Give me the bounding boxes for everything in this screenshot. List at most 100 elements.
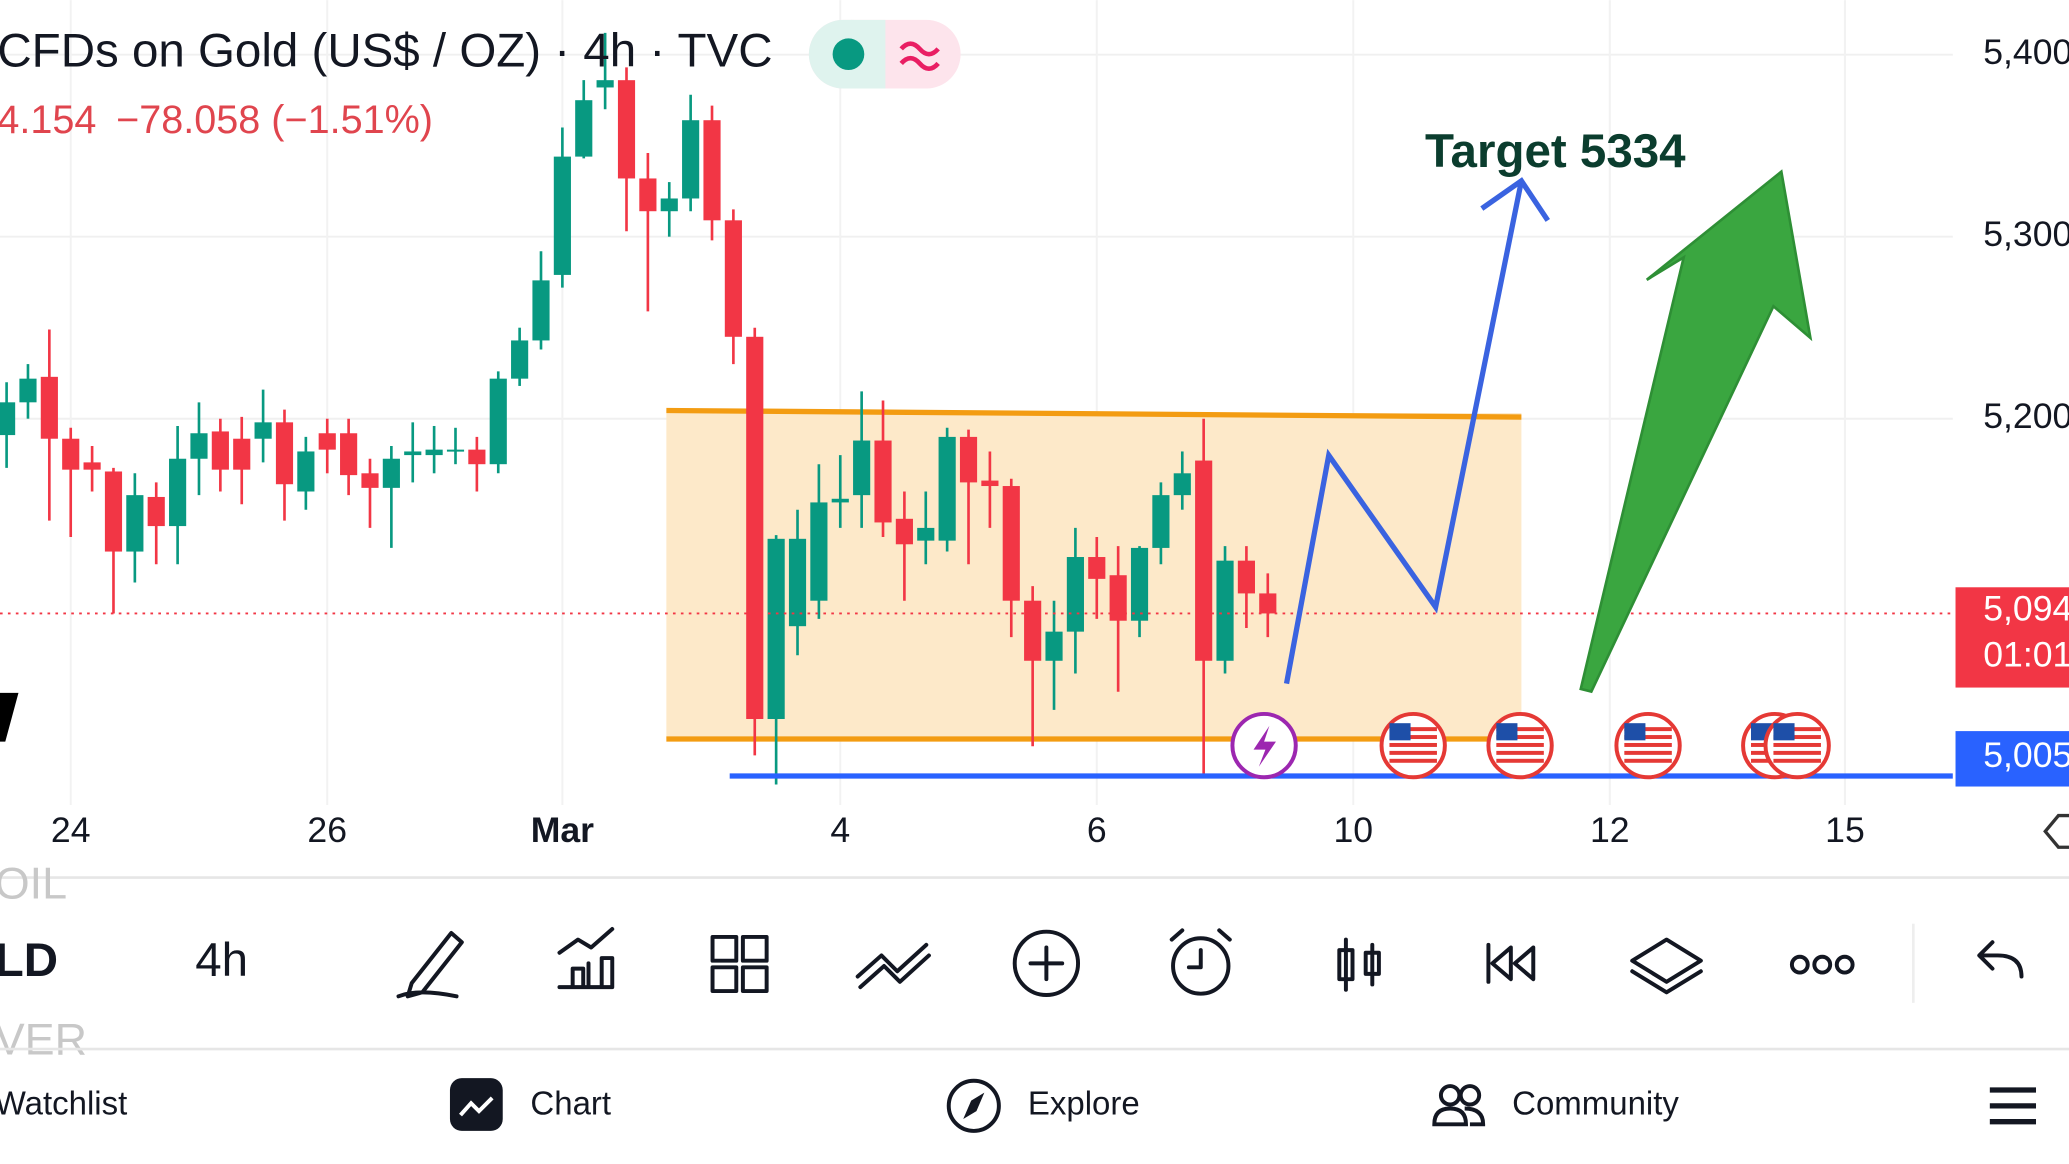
compare-icon[interactable] (855, 942, 931, 990)
candle-body (917, 527, 935, 541)
layout-icon[interactable] (710, 934, 769, 994)
event-flag[interactable] (1763, 711, 1831, 780)
community-icon[interactable] (1432, 1084, 1486, 1127)
menu-icon[interactable] (1989, 1087, 2037, 1125)
candle-body (318, 433, 336, 450)
flag-stripe (1496, 727, 1544, 732)
candle-body (446, 449, 465, 452)
flag-stripe (1496, 735, 1544, 740)
y-tick-label: 5,400 (1983, 32, 2069, 72)
wave-icon (899, 41, 940, 71)
chart-tab-glyph (459, 1096, 494, 1117)
projection-path (1283, 180, 1524, 685)
support-label: 5,005 (1983, 735, 2069, 775)
symbol-next[interactable]: VER (0, 1013, 87, 1064)
draw-icon[interactable] (396, 931, 464, 999)
candle-body (340, 433, 358, 476)
flag-stripe (1624, 727, 1672, 732)
event-flag[interactable] (1379, 711, 1447, 780)
interval[interactable]: 4h (195, 934, 248, 987)
flag-stripe (1389, 735, 1437, 740)
price-label: 5,094 (1983, 588, 2069, 628)
x-tick-label: 15 (1825, 810, 1865, 850)
more-dot[interactable] (1834, 954, 1855, 975)
replay-icon[interactable] (1486, 942, 1536, 984)
market-dot (832, 38, 865, 71)
more-dot[interactable] (1789, 954, 1810, 975)
candle-body (1088, 557, 1106, 579)
candle-body (895, 518, 913, 545)
candle-body (1152, 495, 1170, 548)
candle-body (746, 336, 764, 720)
nav-tab[interactable]: Explore (1028, 1085, 1140, 1122)
x-tick-label: 6 (1087, 810, 1107, 850)
candle-body (190, 433, 208, 459)
candle-body (126, 495, 144, 552)
chart-tab-icon[interactable] (449, 1078, 503, 1131)
x-tick-label: 26 (307, 810, 347, 850)
candle-body (938, 436, 956, 541)
candle-body (874, 440, 892, 523)
range-top (666, 407, 1522, 420)
candle-body (532, 280, 550, 341)
candle-body (275, 422, 294, 485)
candle-body (1066, 557, 1084, 632)
flag-stripe (1496, 758, 1544, 763)
flag-stripe (1496, 750, 1544, 755)
x-tick-label: 24 (51, 810, 91, 850)
event-icons (1230, 711, 1831, 780)
candle-body (211, 431, 229, 470)
symbol[interactable]: LD (0, 934, 58, 987)
candle-body (1216, 560, 1234, 661)
nav-tab[interactable]: Chart (530, 1085, 611, 1122)
quote: 4.154 (0, 98, 96, 142)
candle-body (62, 438, 80, 470)
indicators-icon[interactable] (557, 927, 615, 990)
toolbar-icons (396, 927, 2024, 999)
layers-icon[interactable] (1630, 937, 1703, 995)
flag-stripe (1389, 750, 1437, 755)
flag-stripe (1624, 742, 1672, 747)
add-icon[interactable] (1012, 929, 1081, 997)
flag-canton (1389, 723, 1411, 741)
event-flag[interactable] (1614, 711, 1682, 780)
chart-type-icon[interactable] (1337, 937, 1381, 992)
candle-body (0, 402, 16, 436)
candle-body (1045, 631, 1063, 661)
flag-stripe (1624, 735, 1672, 740)
nav-tab[interactable]: Watchlist (0, 1085, 127, 1122)
candle-body (254, 422, 272, 439)
add-plus (1028, 945, 1065, 982)
symbol-prev[interactable]: OIL (0, 858, 67, 909)
flag-stripe (1389, 727, 1437, 732)
candle-body (40, 376, 58, 439)
candle-body (1109, 575, 1127, 621)
undo-icon[interactable] (1977, 940, 2024, 979)
candle-body (1195, 460, 1213, 661)
explore-icon[interactable] (946, 1078, 1001, 1133)
settings-icon[interactable] (2043, 813, 2069, 849)
candle-body (853, 440, 871, 496)
candle-body (639, 178, 657, 212)
x-tick-label: Mar (531, 810, 594, 850)
y-axis: 5,400 5,300 5,200 (1983, 32, 2069, 436)
candle-body (810, 502, 828, 601)
candle-body (425, 449, 443, 456)
flag-stripe (1773, 727, 1821, 732)
candle-body (19, 378, 37, 403)
alert-icon[interactable] (1171, 936, 1231, 996)
flag-stripe (1496, 742, 1544, 747)
candle-body (1259, 593, 1277, 614)
candle-body (767, 538, 785, 720)
candles (0, 32, 1953, 785)
nav-tab[interactable]: Community (1512, 1085, 1679, 1122)
flag-canton (1773, 723, 1795, 741)
y-tick-label: 5,300 (1983, 214, 2069, 254)
candle-body (788, 538, 807, 627)
flag-stripe (1773, 758, 1821, 763)
more-dot[interactable] (1812, 954, 1833, 975)
candle-body (703, 120, 721, 221)
event-flag[interactable] (1486, 711, 1554, 780)
explore-needle (963, 1092, 985, 1120)
